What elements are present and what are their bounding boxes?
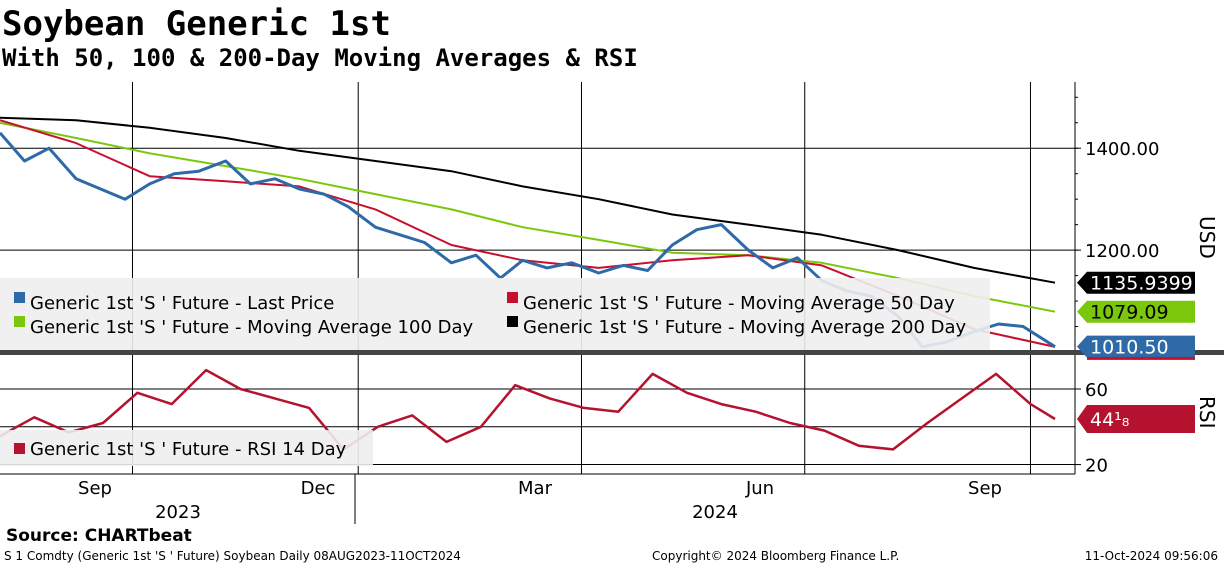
last-value-tag: [1077, 300, 1195, 323]
ma100-line: [0, 121, 1056, 313]
x-month-label: Dec: [301, 478, 336, 499]
x-year-label: 2023: [155, 502, 201, 523]
x-month-label: Sep: [78, 478, 112, 499]
legend-swatch: [14, 292, 25, 303]
price-tick-label: 1400.00: [1085, 139, 1159, 160]
rsi-last-value-tag: [1077, 404, 1195, 433]
rsi-axis-label: RSI: [1195, 396, 1219, 429]
chart-title: Soybean Generic 1st: [2, 4, 391, 44]
legend-swatch: [507, 292, 518, 303]
legend-label: Generic 1st 'S ' Future - Moving Average…: [523, 317, 967, 338]
last-value-tag: [1077, 335, 1195, 358]
rsi-line: [0, 368, 1056, 451]
x-month-label: Jun: [745, 478, 774, 499]
x-month-label: Sep: [968, 478, 1002, 499]
last-value-label: 1079.09: [1090, 302, 1169, 324]
ma200-line: [0, 116, 1056, 284]
rsi-tick-label: 20: [1085, 456, 1108, 477]
source-note: Source: CHARTbeat: [6, 526, 192, 546]
legend-swatch: [14, 443, 25, 454]
footer-timestamp: 11-Oct-2024 09:56:06: [1084, 549, 1218, 563]
footer-copyright: Copyright© 2024 Bloomberg Finance L.P.: [652, 549, 900, 563]
panel-separator: [0, 350, 1224, 355]
legend-swatch: [507, 316, 518, 327]
price-tick-label: 1200.00: [1085, 241, 1159, 262]
x-year-label: 2024: [692, 502, 738, 523]
rsi-tick-label: 60: [1085, 380, 1108, 401]
legend-swatch: [14, 316, 25, 327]
last-value-label: 1010.50: [1090, 337, 1169, 359]
footer-description: S 1 Comdty (Generic 1st 'S ' Future) Soy…: [4, 549, 461, 563]
legend-label: Generic 1st 'S ' Future - Moving Average…: [523, 293, 955, 314]
last-value-label: 1135.9399: [1090, 273, 1193, 295]
rsi-last-value-label: 44¹₈: [1090, 409, 1129, 431]
legend-label: Generic 1st 'S ' Future - Moving Average…: [30, 317, 474, 338]
price-axis-label: USD: [1195, 216, 1219, 259]
legend-label: Generic 1st 'S ' Future - Last Price: [30, 293, 334, 314]
price-legend-box: [0, 278, 990, 350]
chart-subtitle: With 50, 100 & 200-Day Moving Averages &…: [2, 44, 638, 72]
ma50-last-marker: [1087, 356, 1195, 360]
x-month-label: Mar: [518, 478, 553, 499]
rsi-legend-box: [0, 430, 373, 466]
last-value-tag: [1077, 271, 1195, 294]
legend-label: Generic 1st 'S ' Future - RSI 14 Day: [30, 439, 347, 460]
